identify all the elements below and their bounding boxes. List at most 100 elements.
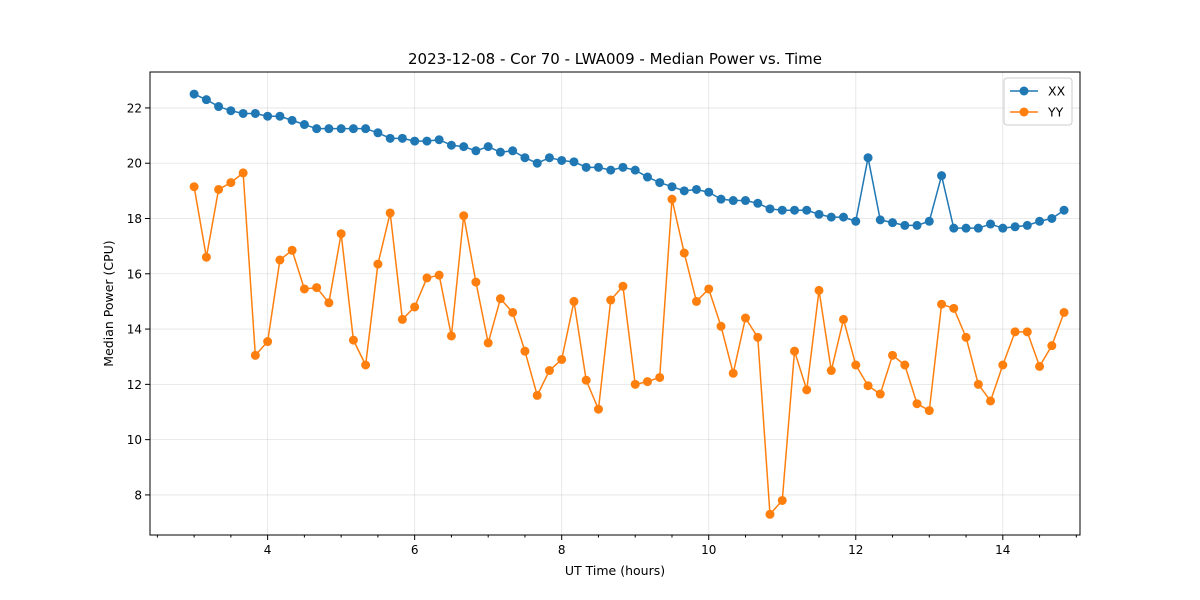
data-point-xx: [520, 153, 530, 163]
data-point-xx: [888, 218, 898, 228]
data-point-yy: [422, 273, 432, 283]
data-point-yy: [1010, 327, 1020, 337]
data-point-yy: [802, 385, 812, 395]
data-point-xx: [287, 115, 297, 125]
data-point-yy: [544, 366, 554, 376]
data-point-yy: [1022, 327, 1032, 337]
data-point-yy: [385, 208, 395, 218]
data-point-xx: [361, 124, 371, 134]
data-point-yy: [226, 178, 236, 188]
data-point-yy: [1035, 361, 1045, 371]
chart-title: 2023-12-08 - Cor 70 - LWA009 - Median Po…: [408, 50, 822, 68]
data-point-xx: [606, 165, 616, 175]
data-point-yy: [704, 284, 714, 294]
data-point-yy: [667, 194, 677, 204]
data-point-xx: [581, 162, 591, 172]
data-point-xx: [900, 220, 910, 230]
data-point-yy: [900, 360, 910, 370]
data-point-xx: [937, 171, 947, 181]
y-tick-label: 20: [127, 157, 142, 171]
data-point-xx: [826, 212, 836, 222]
data-point-xx: [569, 157, 579, 167]
data-point-yy: [691, 296, 701, 306]
data-point-xx: [655, 178, 665, 188]
data-point-yy: [214, 184, 224, 194]
data-point-yy: [838, 314, 848, 324]
data-point-yy: [495, 294, 505, 304]
data-point-yy: [397, 314, 407, 324]
tick-layer: 4 6 8 10 12 14 8 10 12 14 16 18 20 22: [127, 101, 1077, 557]
data-point-yy: [630, 379, 640, 389]
data-point-yy: [851, 360, 861, 370]
y-tick-label: 8: [134, 488, 142, 502]
data-point-yy: [410, 302, 420, 312]
data-point-yy: [189, 182, 199, 192]
data-point-xx: [863, 153, 873, 163]
data-point-yy: [1059, 307, 1069, 317]
data-point-yy: [888, 350, 898, 360]
data-point-yy: [875, 389, 885, 399]
data-point-yy: [361, 360, 371, 370]
data-point-yy: [348, 335, 358, 345]
data-point-yy: [263, 337, 273, 347]
data-point-xx: [1047, 214, 1057, 223]
data-point-xx: [373, 128, 383, 138]
data-point-xx: [483, 142, 493, 152]
y-tick-label: 22: [127, 101, 142, 115]
data-point-yy: [299, 284, 309, 294]
data-point-xx: [434, 135, 444, 145]
data-point-xx: [459, 142, 469, 152]
data-point-xx: [557, 155, 567, 165]
data-point-yy: [532, 390, 542, 400]
data-point-xx: [508, 146, 518, 156]
data-point-xx: [961, 223, 971, 233]
data-point-xx: [312, 124, 322, 134]
data-point-yy: [716, 321, 726, 331]
data-point-xx: [949, 223, 959, 233]
x-tick-label: 8: [558, 543, 566, 557]
data-point-xx: [422, 136, 432, 146]
y-tick-label: 12: [127, 378, 142, 392]
data-point-xx: [348, 124, 358, 134]
data-point-yy: [924, 406, 934, 416]
x-tick-label: 4: [264, 543, 272, 557]
data-point-xx: [324, 124, 334, 134]
data-point-xx: [740, 196, 750, 206]
data-point-xx: [214, 102, 224, 112]
data-point-xx: [397, 133, 407, 143]
series-layer: [189, 89, 1069, 519]
data-point-xx: [679, 186, 689, 196]
data-point-xx: [263, 111, 273, 121]
data-point-yy: [471, 277, 481, 287]
data-point-xx: [250, 108, 260, 118]
data-point-xx: [667, 182, 677, 192]
legend: XX YY: [1003, 77, 1073, 126]
data-point-xx: [410, 136, 420, 146]
x-tick-label: 10: [701, 543, 716, 557]
data-point-yy: [679, 248, 689, 258]
data-point-xx: [226, 106, 236, 116]
data-point-xx: [299, 120, 309, 130]
data-point-xx: [532, 158, 542, 168]
data-point-xx: [691, 184, 701, 194]
data-point-yy: [581, 375, 591, 385]
data-point-xx: [765, 204, 775, 214]
data-point-yy: [655, 372, 665, 382]
data-point-xx: [238, 108, 248, 118]
data-point-yy: [557, 354, 567, 364]
x-tick-label: 6: [411, 543, 419, 557]
data-point-xx: [986, 219, 996, 229]
plot-frame: [149, 71, 1081, 536]
data-point-yy: [986, 396, 996, 406]
x-axis-label: UT Time (hours): [565, 563, 665, 578]
data-point-xx: [973, 223, 983, 233]
data-point-yy: [863, 381, 873, 391]
data-point-xx: [630, 165, 640, 175]
data-point-yy: [483, 338, 493, 348]
data-point-xx: [716, 194, 726, 204]
data-point-yy: [373, 259, 383, 269]
y-tick-label: 14: [127, 323, 142, 337]
data-point-yy: [201, 252, 211, 262]
